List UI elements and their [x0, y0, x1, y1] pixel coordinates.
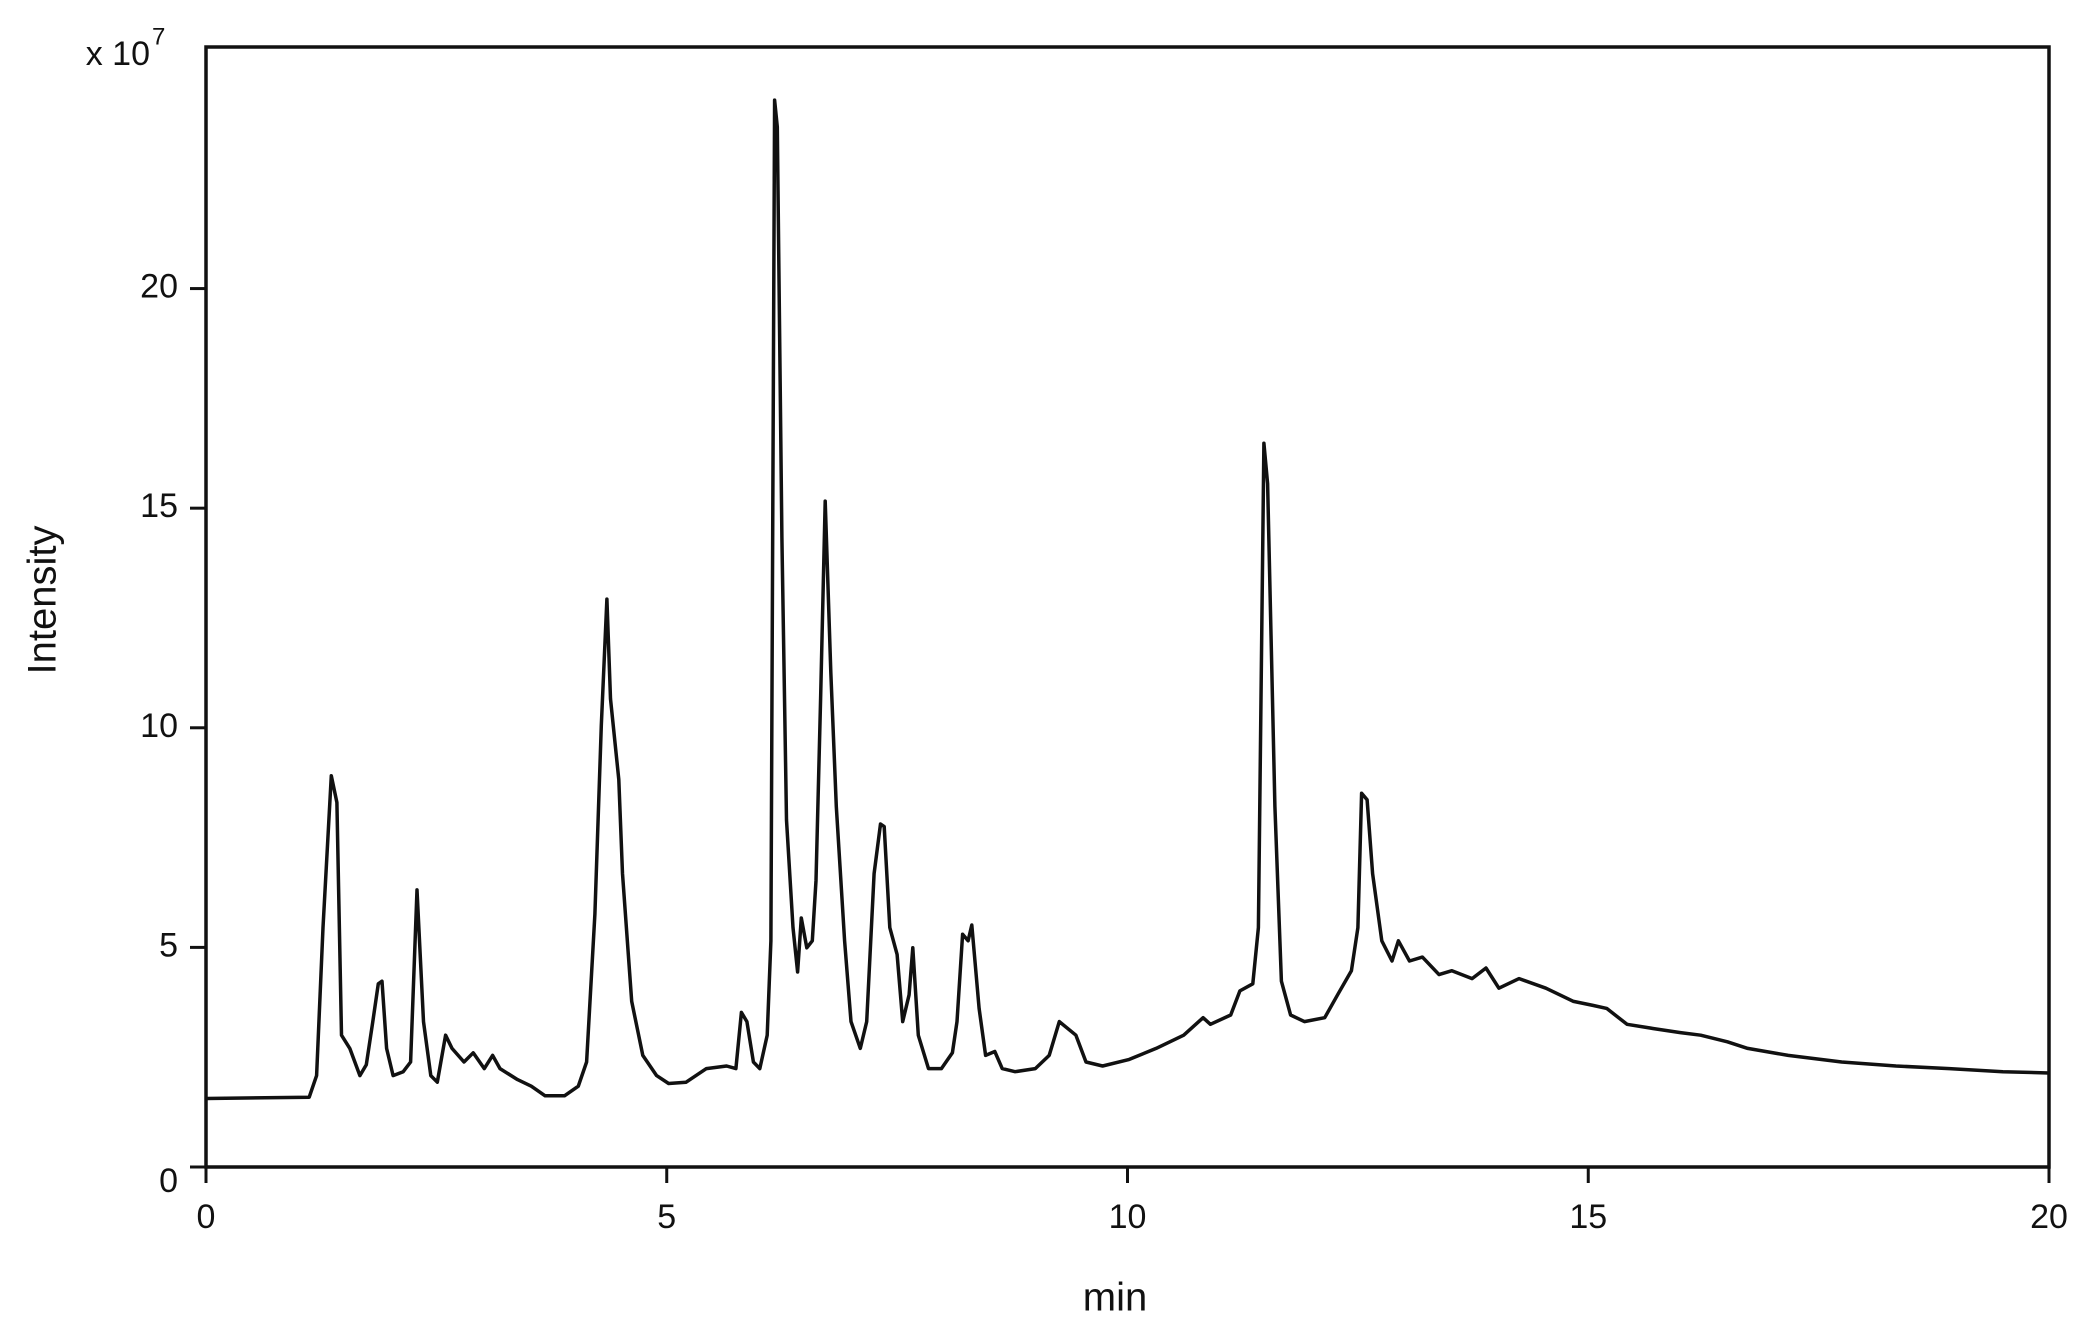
x-tick-label: 0 — [197, 1198, 216, 1236]
y-tick-label: 0 — [159, 1162, 178, 1200]
chromatogram-line — [205, 98, 2050, 1101]
x-tick-label: 5 — [657, 1198, 676, 1236]
y-scale-label: x 10 — [86, 35, 150, 73]
x-axis-label: min — [1083, 1276, 1147, 1320]
y-tick-label: 15 — [140, 487, 178, 525]
x-tick-label: 10 — [1109, 1198, 1147, 1236]
y-tick-label: 5 — [159, 926, 178, 964]
y-tick-label: 10 — [140, 707, 178, 745]
x-tick-label: 15 — [1569, 1198, 1607, 1236]
y-axis-label: Intensity — [21, 526, 65, 675]
y-tick-label: 20 — [140, 268, 178, 306]
plot-frame — [204, 45, 2051, 1169]
y-scale-exponent: 7 — [152, 23, 165, 50]
x-tick-label: 20 — [2030, 1198, 2068, 1236]
